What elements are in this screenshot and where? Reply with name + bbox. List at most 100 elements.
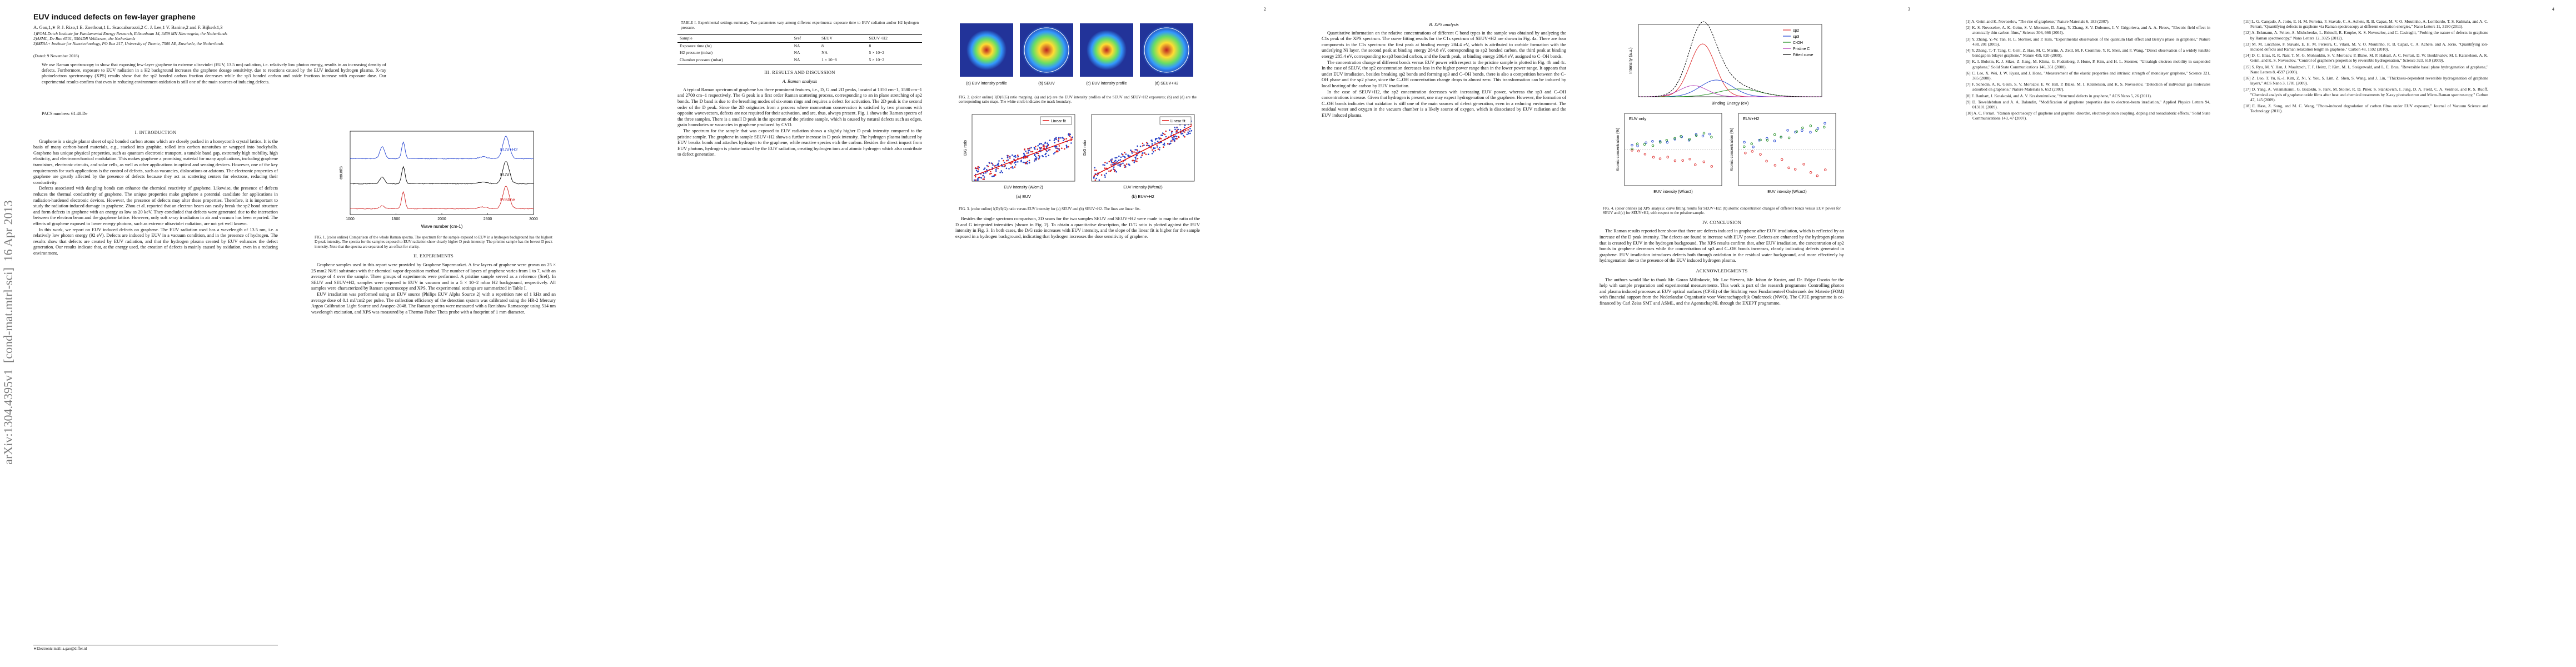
scatter-point (1131, 152, 1133, 154)
scatter-point (1070, 137, 1072, 139)
affiliation: 2)ASML, De Run 6501, 5504DR Veldhoven, t… (33, 36, 136, 41)
scatter-point (1064, 148, 1065, 150)
concentration-point (1643, 143, 1646, 146)
scatter-point (1095, 170, 1097, 171)
scatter-point (1130, 149, 1132, 151)
scatter-point (1110, 164, 1112, 166)
scatter-point (1058, 140, 1059, 141)
scatter-point (1151, 139, 1153, 141)
reference: [6] C. Lee, X. Wei, J. W. Kysar, and J. … (1966, 70, 2210, 81)
scatter-point (1027, 148, 1029, 150)
scatter-point (1070, 142, 1072, 144)
curve-label: EUV+H2 (500, 147, 518, 152)
panel-caption: (a) EUV (1016, 194, 1031, 199)
table-row: Chamber pressure (mbar) NA 1 × 10−8 5 × 10−… (677, 57, 922, 64)
scatter-point (1145, 153, 1147, 155)
page-number: 4 (2552, 7, 2554, 12)
scatter-point (1006, 160, 1008, 162)
scatter-point (1176, 129, 1178, 131)
subsection-heading: A. Raman analysis (782, 79, 818, 84)
scatter-point (1154, 147, 1156, 149)
scatter-point (1113, 166, 1115, 168)
panel-title: EUV+H2 (1743, 116, 1759, 121)
concentration-point (1824, 168, 1827, 171)
table-cell: H2 pressure (mbar) (680, 50, 713, 56)
page-number: 3 (1907, 7, 1910, 12)
section-heading: IV. CONCLUSION (1702, 220, 1742, 225)
concentration-point (1652, 156, 1655, 159)
concentration-point (1631, 149, 1633, 152)
section-heading: ACKNOWLEDGMENTS (1696, 268, 1748, 273)
scatter-point (1122, 153, 1124, 156)
table-cell: 1 × 10−8 (821, 57, 837, 62)
table-caption: TABLE I. Experimental settings summary. … (681, 21, 919, 30)
authors: A. Gao,1,∗ P. J. Rizo,1 E. Zoethout,1 L.… (33, 24, 223, 30)
paragraph: The authors would like to thank Mr. Gora… (1600, 277, 1844, 306)
arxiv-sidebar: arXiv:1304.4395v1 [cond-mat.mtrl-sci] 16… (1, 200, 15, 465)
y-axis-label: Intensity (a.u.) (1628, 47, 1633, 74)
scatter-point (1028, 162, 1030, 164)
scatter-point (1064, 138, 1065, 140)
concentration-point (1702, 132, 1706, 135)
scatter-point (1189, 127, 1191, 130)
concentration-point (1710, 165, 1713, 168)
table-row: Sample Sref SEUV SEUV+H2 (677, 34, 922, 43)
scatter-point (1022, 161, 1024, 163)
scatter-point (1065, 138, 1068, 140)
scatter-point (991, 162, 993, 164)
scatter-point (1190, 130, 1193, 132)
scatter-point (1157, 146, 1158, 148)
scatter-point (1036, 152, 1038, 154)
scatter-point (1007, 155, 1009, 157)
scatter-point (986, 165, 988, 167)
reference: [11] L. G. Cançado, A. Jorio, E. H. M. F… (2244, 19, 2488, 29)
scatter-point (1154, 138, 1157, 140)
scatter-point (1164, 133, 1166, 135)
concentration-point (1759, 153, 1762, 156)
scatter-point (1135, 158, 1137, 160)
concentration-point (1809, 125, 1812, 127)
scatter-point (975, 170, 978, 171)
scatter-point (986, 168, 988, 171)
scatter-point (977, 179, 979, 181)
title: EUV induced defects on few-layer graphen… (33, 12, 196, 21)
reference: [18] E. Hass, Z. Song, and M. C. Wang, "… (2244, 103, 2488, 114)
scatter-point (1111, 162, 1113, 163)
scatter-point (1034, 148, 1036, 150)
scatter-point (1020, 160, 1022, 161)
scatter-point (1058, 145, 1060, 147)
scatter-point (976, 171, 979, 173)
concentration-point (1801, 126, 1804, 130)
table-row: Exposure time (hr) NA 8 8 (677, 42, 922, 49)
scatter-point (1017, 154, 1019, 156)
scatter-point (1048, 149, 1049, 151)
scatter-point (1057, 151, 1059, 152)
concentration-point (1787, 136, 1791, 140)
panel-caption: (b) SEUV (1038, 82, 1055, 86)
legend-label: sp2 (1793, 29, 1799, 33)
scatter-point (990, 171, 991, 172)
reference: [5] K. I. Bolotin, K. J. Sikes, Z. Jiang… (1966, 59, 2210, 69)
map-spot (966, 30, 1007, 70)
scatter-point (1170, 132, 1173, 134)
concentration-point (1631, 143, 1633, 147)
scatter-point (1020, 161, 1022, 162)
scatter-point (975, 179, 976, 181)
scatter-point (1183, 126, 1185, 128)
scatter-point (1160, 137, 1162, 140)
table-cell: Chamber pressure (mbar) (680, 57, 723, 62)
scatter-point (1058, 149, 1060, 151)
scatter-point (997, 167, 999, 170)
raman-plot: EUV+H2 EUV Pristine 1000 1500 2000 2500 3000 Wav… (338, 131, 538, 229)
scatter-point (1043, 145, 1045, 147)
reference: [16] Z. Luo, T. Yu, K.-J. Kim, Z. Ni, Y.… (2244, 76, 2488, 86)
concentration-point (1743, 145, 1746, 148)
spectrum-curve (350, 186, 534, 210)
scatter-point (1135, 152, 1137, 153)
scatter-point (1183, 135, 1184, 137)
panel-title: EUV only (1629, 116, 1647, 121)
scatter-point (1054, 138, 1056, 140)
concentration-point (1780, 136, 1782, 139)
scatter-point (1014, 166, 1016, 168)
scatter-point (1189, 132, 1191, 134)
